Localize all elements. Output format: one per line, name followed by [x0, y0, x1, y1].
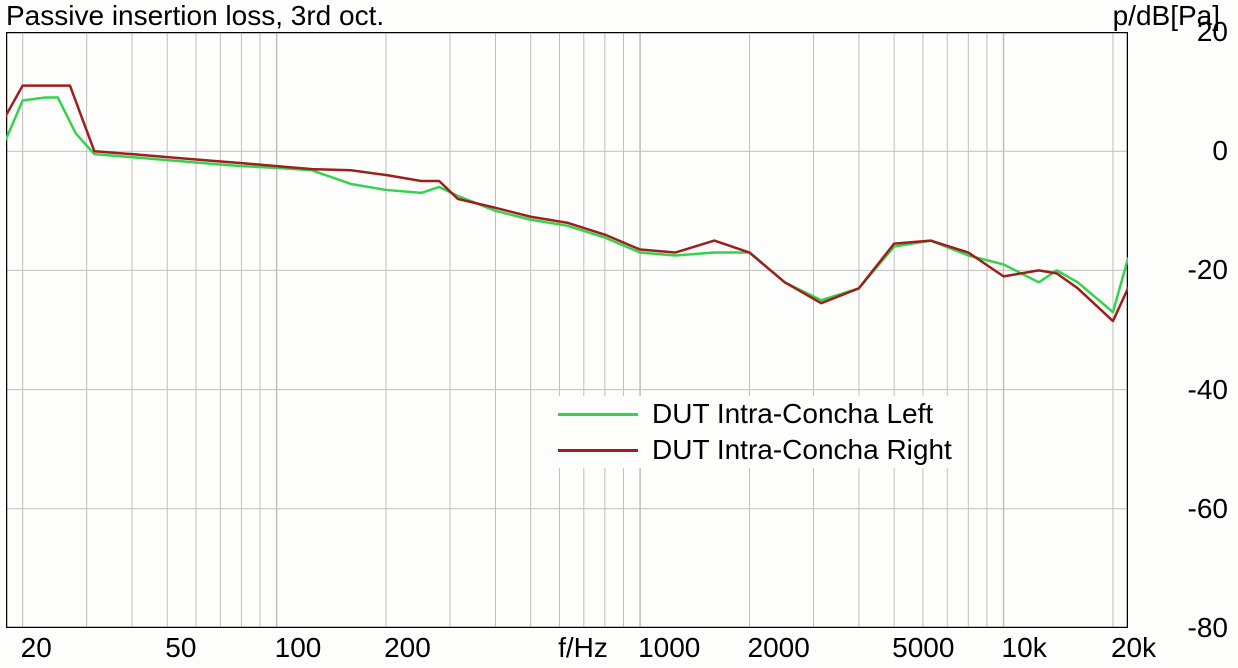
x-tick: 200 — [384, 632, 431, 664]
y-tick: 0 — [1138, 135, 1228, 167]
x-tick: 1000 — [638, 632, 700, 664]
legend-item-left: DUT Intra-Concha Left — [558, 396, 952, 432]
legend-label-left: DUT Intra-Concha Left — [652, 398, 933, 430]
x-tick: 10k — [1002, 632, 1047, 664]
x-axis-label: f/Hz — [558, 632, 608, 664]
y-tick: -40 — [1138, 374, 1228, 406]
legend-swatch-left — [558, 413, 638, 416]
y-tick: -20 — [1138, 254, 1228, 286]
x-tick: 2000 — [748, 632, 810, 664]
x-tick: 100 — [275, 632, 322, 664]
plot-area — [6, 32, 1128, 628]
x-tick: 50 — [165, 632, 196, 664]
legend-swatch-right — [558, 449, 638, 452]
chart-title: Passive insertion loss, 3rd oct. — [6, 0, 384, 32]
x-tick: 5000 — [892, 632, 954, 664]
y-tick: -60 — [1138, 493, 1228, 525]
legend-item-right: DUT Intra-Concha Right — [558, 432, 952, 468]
legend-label-right: DUT Intra-Concha Right — [652, 434, 952, 466]
y-tick: 20 — [1138, 16, 1228, 48]
x-tick: 20k — [1111, 632, 1156, 664]
chart-container: Passive insertion loss, 3rd oct. p/dB[Pa… — [0, 0, 1238, 668]
legend: DUT Intra-Concha Left DUT Intra-Concha R… — [558, 396, 952, 468]
x-tick: 20 — [21, 632, 52, 664]
